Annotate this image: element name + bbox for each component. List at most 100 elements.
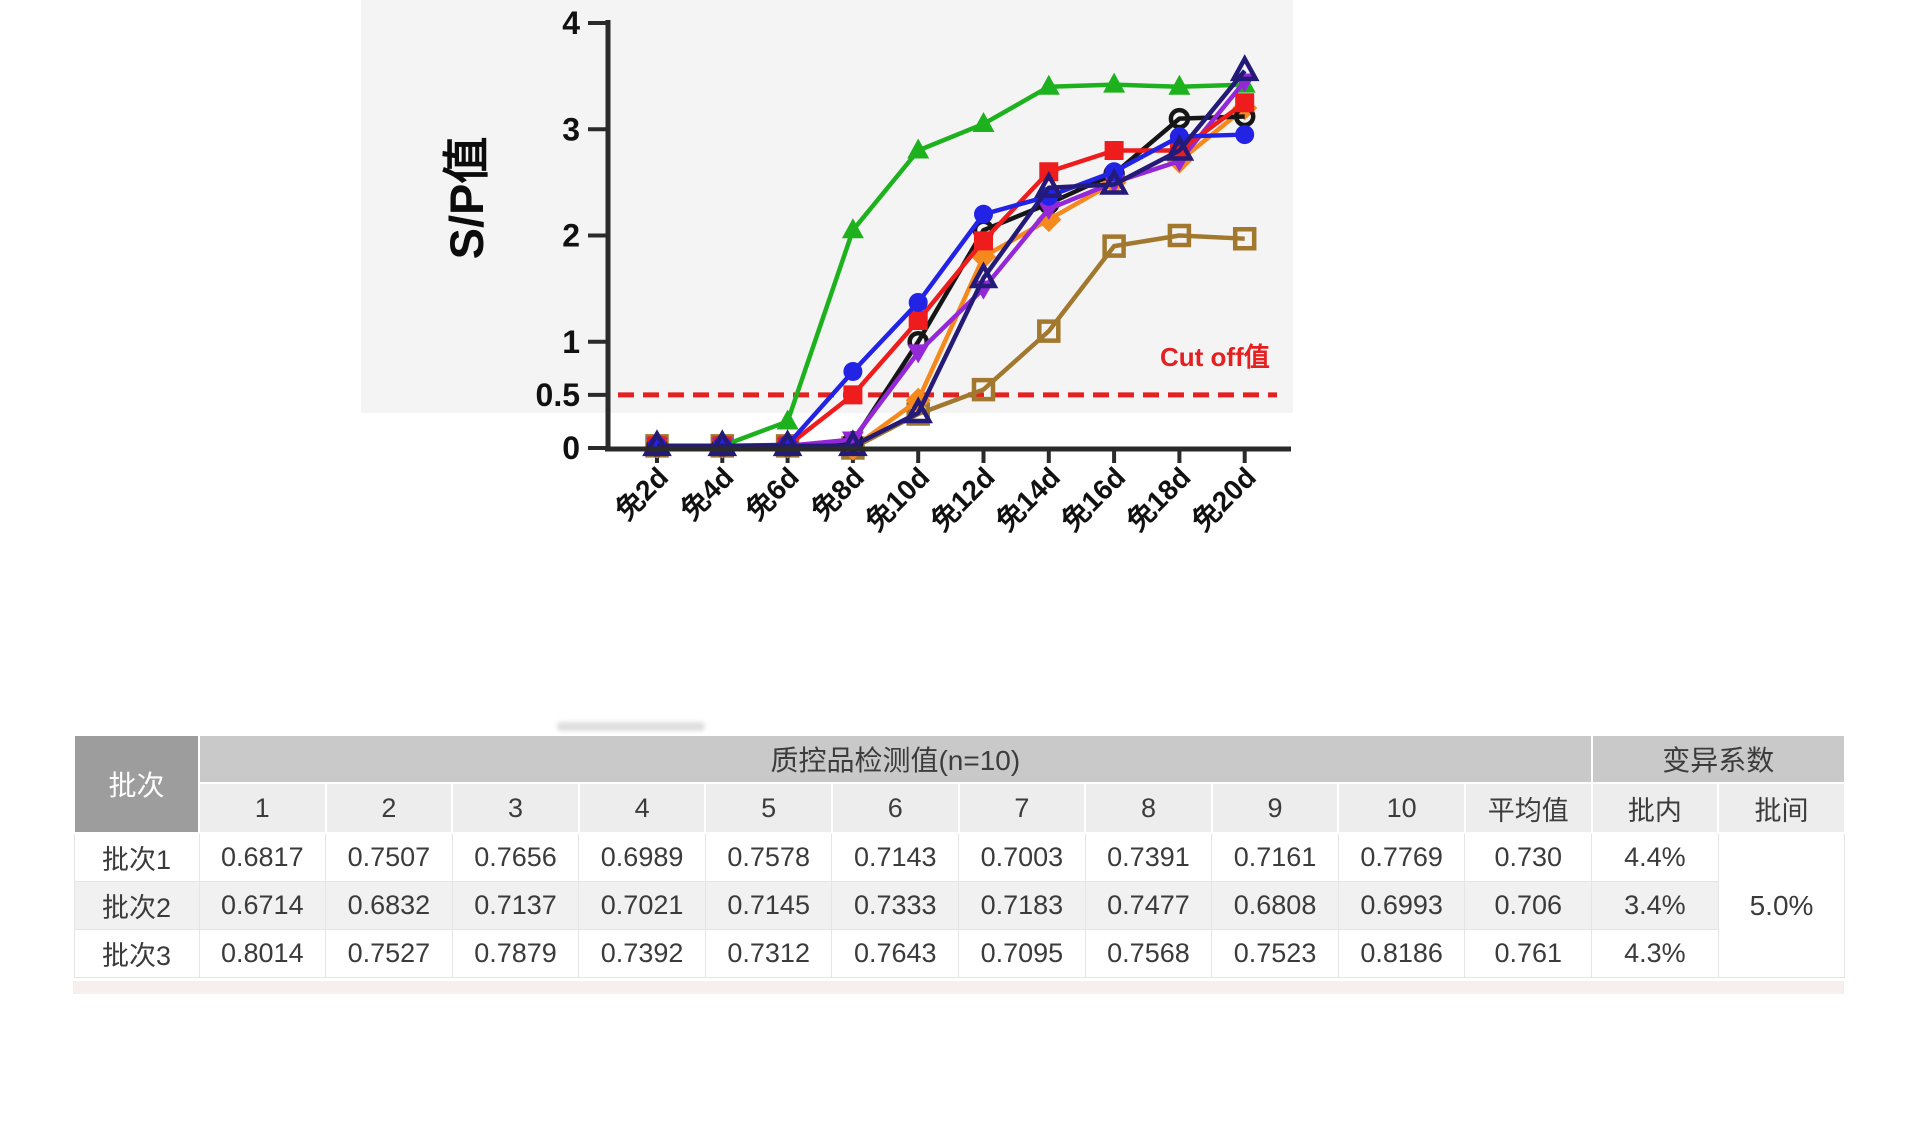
qc-value: 0.7145 <box>704 881 833 930</box>
qc-value: 0.7568 <box>1084 929 1213 978</box>
series-blue-circle-marker <box>974 204 993 224</box>
qc-value: 0.6993 <box>1337 881 1466 930</box>
subheader-5: 5 <box>704 782 833 834</box>
subheader-批间: 批间 <box>1717 782 1846 834</box>
series-red-square-marker <box>1235 93 1255 113</box>
cv-group-header: 变异系数 <box>1590 734 1846 784</box>
x-tick-label: 免20d <box>1186 461 1262 537</box>
series-navy-open-triangle-marker <box>1033 171 1064 198</box>
qc-value: 0.7161 <box>1211 832 1339 882</box>
y-tick-label: 0 <box>562 430 580 466</box>
series-navy-open-triangle-marker <box>1099 167 1129 195</box>
subheader-平均值: 平均值 <box>1463 782 1593 834</box>
y-tick-label: 4 <box>562 5 580 41</box>
series-navy-open-triangle-marker <box>772 429 803 457</box>
qc-value: 0.7003 <box>958 832 1086 882</box>
series-brown-open-square-marker <box>971 377 996 402</box>
y-tick-label: 1 <box>562 324 580 360</box>
qc-value: 0.7021 <box>578 881 706 930</box>
qc-value: 0.6714 <box>198 881 327 930</box>
batch-label: 批次1 <box>73 832 200 882</box>
series-green-triangle-marker <box>907 138 930 159</box>
series-blue-circle-marker <box>843 362 863 381</box>
series-green-triangle-marker <box>1103 72 1126 93</box>
batch-label: 批次3 <box>73 929 200 978</box>
qc-value: 0.7656 <box>451 832 580 882</box>
inter-cv-value: 5.0% <box>1717 832 1846 978</box>
subheader-2: 2 <box>324 782 454 834</box>
mean-value: 0.730 <box>1464 832 1593 882</box>
series-brown-open-square-marker <box>1232 226 1257 251</box>
intra-cv-value: 3.4% <box>1591 881 1719 930</box>
subheader-批内: 批内 <box>1590 782 1720 834</box>
series-green-triangle-marker <box>841 218 864 239</box>
y-tick-label: 3 <box>562 111 580 147</box>
chart-background-panel <box>361 0 1293 413</box>
subheader-4: 4 <box>577 782 707 834</box>
series-navy-open-triangle-marker <box>1229 54 1260 82</box>
series-red-square-marker <box>974 231 993 251</box>
y-tick-label: 2 <box>562 218 580 254</box>
qc-value: 0.7333 <box>831 881 960 930</box>
qc-value: 0.6989 <box>578 832 706 882</box>
series-navy-open-triangle-line <box>657 69 1247 449</box>
qc-value: 0.8014 <box>198 929 327 978</box>
intra-cv-value: 4.4% <box>1591 832 1719 882</box>
qc-value: 0.7879 <box>451 929 580 978</box>
subheader-8: 8 <box>1084 782 1213 834</box>
cropped-text-smudge <box>557 722 705 731</box>
qc-value: 0.7137 <box>451 881 580 930</box>
x-tick-label: 免4d <box>675 461 740 526</box>
subheader-10: 10 <box>1337 782 1466 834</box>
subheader-6: 6 <box>830 782 960 834</box>
series-purple-triangle-down-marker <box>1037 200 1060 220</box>
table-row: 批次1 0.6817 0.7507 0.7656 0.6989 0.7578 0.7143 0… <box>73 832 1846 978</box>
qc-value: 0.8186 <box>1337 929 1466 978</box>
table-subheader-row: 1 2 3 4 5 6 7 8 9 10 平均值 批内 批间 <box>74 782 1846 834</box>
qc-value: 0.7312 <box>704 929 833 978</box>
x-tick-label: 免14d <box>990 461 1066 537</box>
intra-cv-value: 4.3% <box>1591 929 1719 978</box>
series-black-open-circle-marker <box>1168 107 1191 130</box>
series-green-triangle-marker <box>1037 74 1060 95</box>
series-green-triangle-marker <box>776 409 799 430</box>
qc-values-group-header: 质控品检测值(n=10) <box>198 734 1593 784</box>
series-navy-open-triangle-marker <box>903 396 934 424</box>
series-red-square-marker <box>1104 141 1124 160</box>
x-tick-label: 免12d <box>925 461 1001 537</box>
table-group-header-row: 批次 质控品检测值(n=10) 变异系数 <box>73 734 1846 834</box>
qc-value: 0.7095 <box>958 929 1086 978</box>
series-navy-open-triangle-marker <box>968 261 999 289</box>
series-blue-circle-marker <box>908 292 928 312</box>
subheader-1: 1 <box>198 782 327 834</box>
x-tick-label: 免10d <box>860 461 936 537</box>
series-navy-open-triangle-marker <box>838 429 868 457</box>
qc-value: 0.7523 <box>1211 929 1339 978</box>
qc-value: 0.7391 <box>1084 832 1213 882</box>
series-red-square-marker <box>843 385 863 405</box>
series-blue-circle-marker <box>1235 125 1255 145</box>
series-green-triangle-marker <box>1168 74 1191 95</box>
batch-label: 批次2 <box>73 881 200 930</box>
table-row: 批次2 0.6714 0.6832 0.7137 0.7021 0.7145 0.7333 0… <box>73 881 1845 930</box>
series-navy-open-triangle-marker <box>1164 133 1195 161</box>
mean-value: 0.761 <box>1464 929 1593 978</box>
series-brown-open-square-marker <box>1102 234 1126 258</box>
qc-value: 0.7183 <box>958 881 1086 930</box>
y-tick-label: 0.5 <box>536 377 580 413</box>
qc-table-container: 批次 质控品检测值(n=10) 变异系数 1 2 3 4 5 6 7 8 9 10 平均值 批内 批间 … <box>73 734 1846 978</box>
table-body: 批次1 0.6817 0.7507 0.7656 0.6989 0.7578 0.7143 0… <box>73 832 1846 978</box>
qc-value: 0.7643 <box>831 929 960 978</box>
series-navy-open-triangle-marker <box>707 429 738 457</box>
series-purple-triangle-down-marker <box>841 431 864 451</box>
x-tick-label: 免16d <box>1056 461 1132 537</box>
cutoff-label: Cut off值 <box>1160 342 1270 372</box>
qc-value: 0.7477 <box>1084 881 1213 930</box>
qc-values-table: 批次 质控品检测值(n=10) 变异系数 1 2 3 4 5 6 7 8 9 10 平均值 批内 批间 … <box>73 734 1846 978</box>
mean-value: 0.706 <box>1464 881 1593 930</box>
x-tick-label: 免2d <box>609 461 674 526</box>
table-bottom-accent <box>73 981 1844 994</box>
